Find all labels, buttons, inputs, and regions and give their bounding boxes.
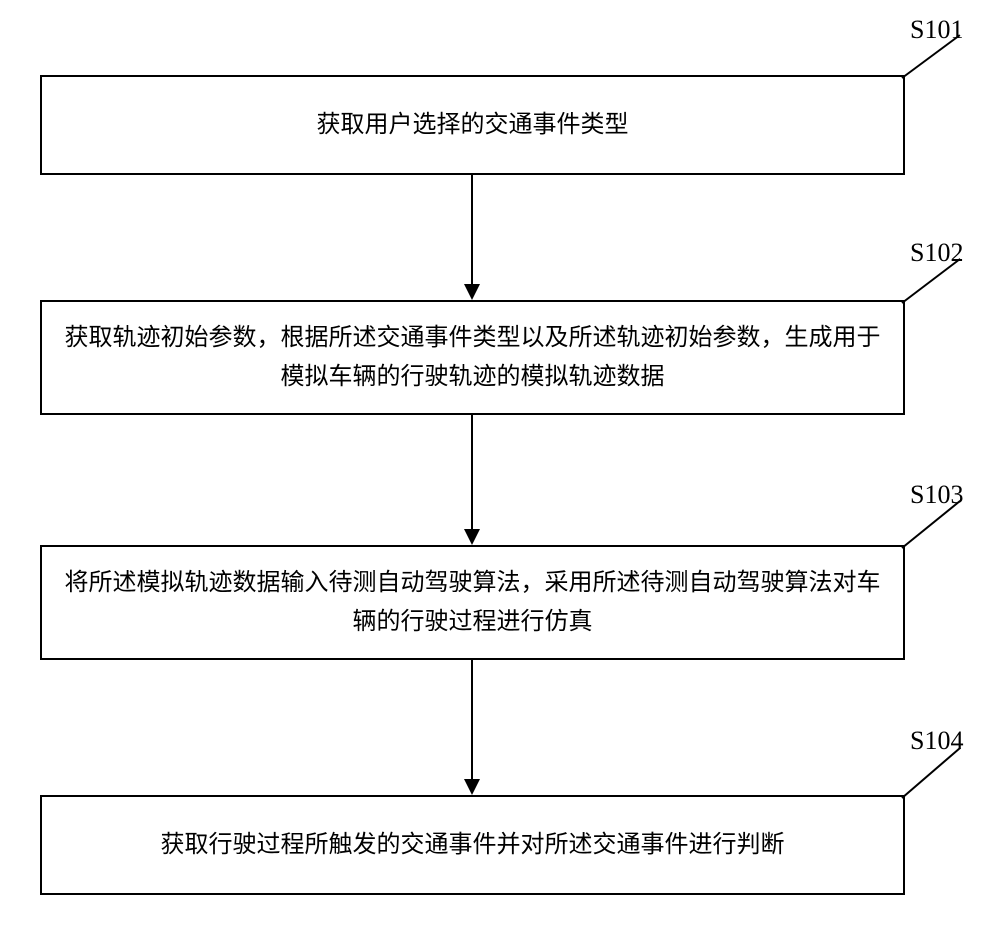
- arrow-head-icon: [464, 529, 480, 545]
- arrow-shaft: [471, 415, 473, 529]
- step-box-s101: 获取用户选择的交通事件类型: [40, 75, 905, 175]
- step-box-s102: 获取轨迹初始参数，根据所述交通事件类型以及所述轨迹初始参数，生成用于模拟车辆的行…: [40, 300, 905, 415]
- arrow-shaft: [471, 175, 473, 284]
- step-label-s101: S101: [910, 15, 963, 45]
- arrow-head-icon: [464, 779, 480, 795]
- step-text: 获取行驶过程所触发的交通事件并对所述交通事件进行判断: [161, 826, 785, 864]
- step-text: 获取轨迹初始参数，根据所述交通事件类型以及所述轨迹初始参数，生成用于模拟车辆的行…: [62, 319, 883, 396]
- arrow-shaft: [471, 660, 473, 779]
- flowchart-container: 获取用户选择的交通事件类型 S101 获取轨迹初始参数，根据所述交通事件类型以及…: [0, 0, 1000, 945]
- arrow-head-icon: [464, 284, 480, 300]
- step-box-s104: 获取行驶过程所触发的交通事件并对所述交通事件进行判断: [40, 795, 905, 895]
- step-text: 将所述模拟轨迹数据输入待测自动驾驶算法，采用所述待测自动驾驶算法对车辆的行驶过程…: [62, 564, 883, 641]
- step-box-s103: 将所述模拟轨迹数据输入待测自动驾驶算法，采用所述待测自动驾驶算法对车辆的行驶过程…: [40, 545, 905, 660]
- step-text: 获取用户选择的交通事件类型: [317, 106, 629, 144]
